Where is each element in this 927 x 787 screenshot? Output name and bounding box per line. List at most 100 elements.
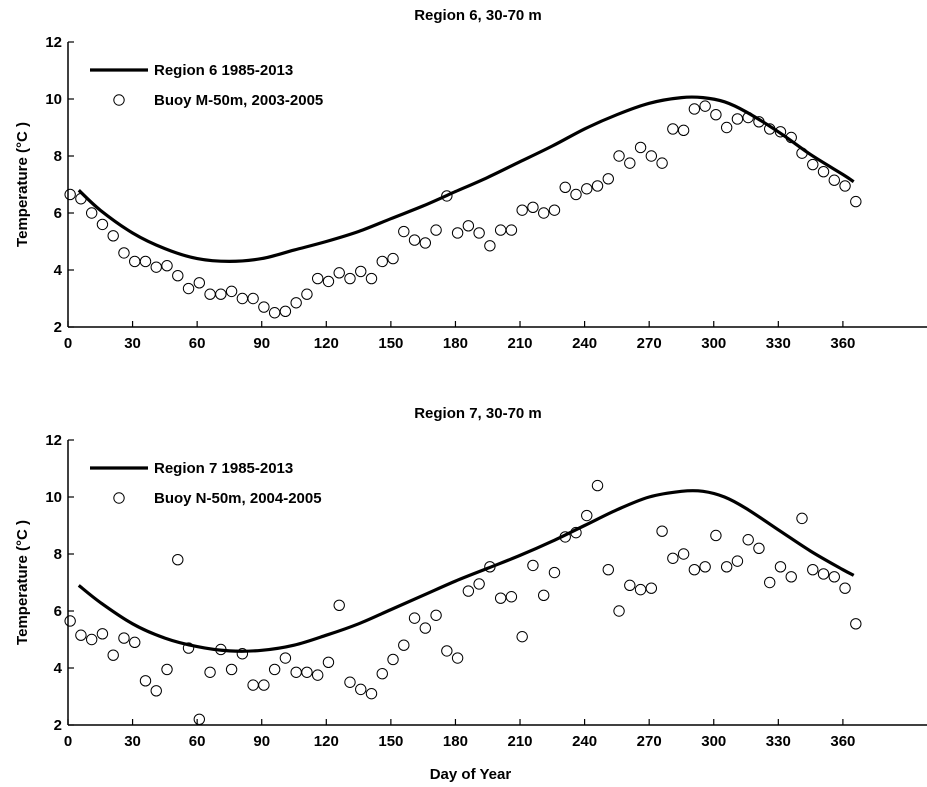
scatter-point bbox=[419, 237, 432, 249]
scatter-point bbox=[150, 261, 162, 273]
scatter-point bbox=[677, 124, 690, 137]
scatter-point bbox=[753, 116, 765, 128]
scatter-point bbox=[462, 220, 475, 232]
scatter-point bbox=[107, 230, 119, 242]
scatter-point bbox=[182, 642, 195, 654]
scatter-point bbox=[710, 108, 722, 121]
scatter-point bbox=[570, 188, 582, 201]
scatter-point bbox=[225, 285, 238, 298]
scatter-point bbox=[516, 204, 528, 216]
scatter-point bbox=[236, 648, 249, 660]
legend-label: Buoy N-50m, 2004-2005 bbox=[154, 490, 322, 507]
scatter-point bbox=[764, 123, 776, 135]
scatter-point bbox=[365, 272, 378, 285]
scatter-point bbox=[720, 561, 733, 573]
scatter-point bbox=[516, 630, 528, 643]
y-axis-label: Temperature (°C ) bbox=[14, 122, 31, 247]
scatter-point bbox=[398, 639, 410, 651]
x-tick-label: 90 bbox=[253, 335, 270, 352]
y-tick-label: 4 bbox=[54, 262, 63, 279]
scatter-point bbox=[602, 563, 614, 576]
scatter-point bbox=[602, 173, 614, 185]
scatter-point bbox=[279, 652, 292, 664]
x-tick-label: 210 bbox=[508, 335, 533, 352]
scatter-point bbox=[710, 529, 722, 542]
x-tick-label: 30 bbox=[124, 335, 141, 352]
x-tick-label: 300 bbox=[701, 733, 726, 750]
scatter-point bbox=[172, 270, 184, 282]
x-tick-label: 150 bbox=[378, 733, 403, 750]
scatter-point bbox=[785, 571, 797, 583]
scatter-point bbox=[279, 305, 292, 318]
scatter-point bbox=[182, 282, 195, 295]
scatter-point bbox=[441, 645, 453, 657]
scatter-point bbox=[85, 633, 98, 646]
x-tick-label: 90 bbox=[253, 733, 270, 750]
scatter-point bbox=[538, 207, 550, 219]
scatter-point bbox=[408, 234, 421, 246]
scatter-point bbox=[451, 652, 464, 664]
scatter-point bbox=[839, 180, 851, 192]
scatter-point bbox=[581, 509, 593, 522]
y-tick-label: 2 bbox=[54, 717, 62, 734]
scatter-point bbox=[473, 578, 485, 590]
scatter-point bbox=[548, 566, 561, 579]
y-tick-label: 10 bbox=[45, 91, 62, 108]
scatter-point bbox=[494, 592, 507, 604]
scatter-point bbox=[688, 103, 701, 115]
scatter-point bbox=[430, 609, 442, 621]
scatter-point bbox=[268, 307, 281, 319]
scatter-point bbox=[613, 150, 625, 162]
scatter-point bbox=[311, 272, 324, 285]
y-tick-label: 2 bbox=[54, 319, 62, 336]
scatter-point bbox=[333, 599, 345, 611]
scatter-point bbox=[193, 713, 206, 725]
scatter-point bbox=[258, 301, 270, 313]
chart-region-7: Region 7, 30-70 m Temperature (°C ) Day … bbox=[14, 405, 927, 783]
scatter-point bbox=[613, 605, 625, 617]
scatter-point bbox=[290, 666, 302, 678]
scatter-point bbox=[473, 227, 485, 239]
scatter-point bbox=[559, 181, 571, 194]
scatter-point bbox=[817, 568, 830, 580]
scatter-point bbox=[290, 297, 302, 309]
scatter-point bbox=[419, 622, 432, 634]
legend-label: Region 6 1985-2013 bbox=[154, 62, 293, 79]
scatter-point bbox=[850, 195, 862, 208]
x-tick-label: 210 bbox=[508, 733, 533, 750]
legend-marker-swatch bbox=[113, 94, 125, 106]
scatter-point bbox=[591, 180, 604, 192]
scatter-point bbox=[139, 255, 152, 268]
scatter-point bbox=[247, 292, 259, 305]
x-tick-label: 300 bbox=[701, 335, 726, 352]
scatter-point bbox=[301, 666, 313, 678]
x-tick-label: 180 bbox=[443, 733, 468, 750]
scatter-point bbox=[311, 669, 324, 681]
scatter-point bbox=[236, 292, 249, 305]
x-tick-label: 0 bbox=[64, 335, 72, 352]
scatter-point bbox=[753, 542, 765, 554]
scatter-point bbox=[581, 183, 593, 195]
scatter-point bbox=[828, 571, 840, 583]
scatter-point bbox=[527, 201, 539, 214]
scatter-point bbox=[548, 204, 561, 216]
scatter-point bbox=[204, 666, 216, 678]
chart-title: Region 7, 30-70 m bbox=[414, 405, 542, 422]
x-tick-label: 270 bbox=[637, 335, 662, 352]
scatter-point bbox=[505, 224, 518, 236]
scatter-point bbox=[268, 663, 281, 676]
scatter-point bbox=[215, 288, 227, 300]
y-tick-label: 10 bbox=[45, 489, 62, 506]
x-tick-label: 0 bbox=[64, 733, 72, 750]
scatter-point bbox=[64, 615, 76, 627]
scatter-point bbox=[333, 267, 345, 279]
y-tick-label: 6 bbox=[54, 205, 62, 222]
scatter-point bbox=[161, 260, 173, 272]
scatter-point bbox=[204, 288, 216, 300]
scatter-point bbox=[559, 531, 571, 543]
chart-region-6: Region 6, 30-70 m Temperature (°C ) 2 4 6 8… bbox=[14, 7, 927, 352]
y-tick-label: 12 bbox=[45, 34, 62, 51]
scatter-point bbox=[139, 675, 152, 687]
y-tick-label: 6 bbox=[54, 603, 62, 620]
